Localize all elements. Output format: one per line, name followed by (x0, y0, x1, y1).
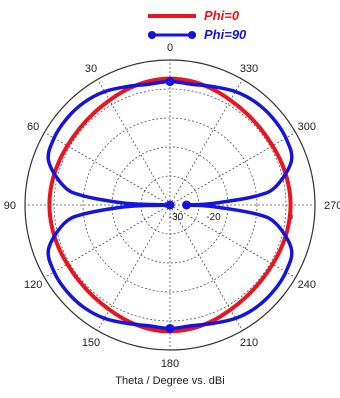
radial-tick--30: -30 (169, 212, 184, 223)
angle-tick-90: 90 (4, 200, 16, 212)
grid-ring (82, 117, 258, 293)
x-axis-label: Theta / Degree vs. dBi (115, 375, 224, 387)
grid-spoke (97, 79, 171, 206)
angle-tick-330: 330 (240, 63, 258, 75)
grid-spoke (169, 204, 243, 331)
grid-spoke (97, 204, 171, 331)
grid-spoke (169, 204, 296, 278)
angle-tick-30: 30 (85, 63, 97, 75)
phi90-marker (165, 323, 175, 333)
legend-marker-phi90-left (148, 31, 156, 39)
legend-label-phi0: Phi=0 (204, 8, 240, 23)
legend: Phi=0 Phi=90 (148, 8, 247, 42)
angle-tick-150: 150 (82, 337, 100, 349)
radial-tick--20: -20 (206, 212, 221, 223)
legend-marker-phi90-right (188, 31, 196, 39)
angle-tick-300: 300 (298, 121, 316, 133)
phi90-marker (165, 200, 175, 210)
angle-tick-180: 180 (161, 358, 179, 370)
angle-tick-210: 210 (240, 337, 258, 349)
angle-tick-60: 60 (27, 121, 39, 133)
angle-tick-240: 240 (298, 279, 316, 291)
angle-tick-270: 270 (324, 200, 340, 212)
phi90-marker (165, 77, 175, 87)
grid-spoke (169, 79, 243, 206)
grid-spoke (44, 204, 171, 278)
grid-spoke (44, 132, 171, 206)
angle-tick-120: 120 (24, 279, 42, 291)
legend-label-phi90: Phi=90 (204, 27, 247, 42)
grid-spoke (169, 132, 296, 206)
series-markers (165, 77, 192, 333)
phi90-marker (182, 200, 192, 210)
angle-tick-0: 0 (167, 42, 173, 54)
angle-tick-labels: 0 30 60 90 120 150 180 210 240 270 300 330 (4, 42, 340, 370)
